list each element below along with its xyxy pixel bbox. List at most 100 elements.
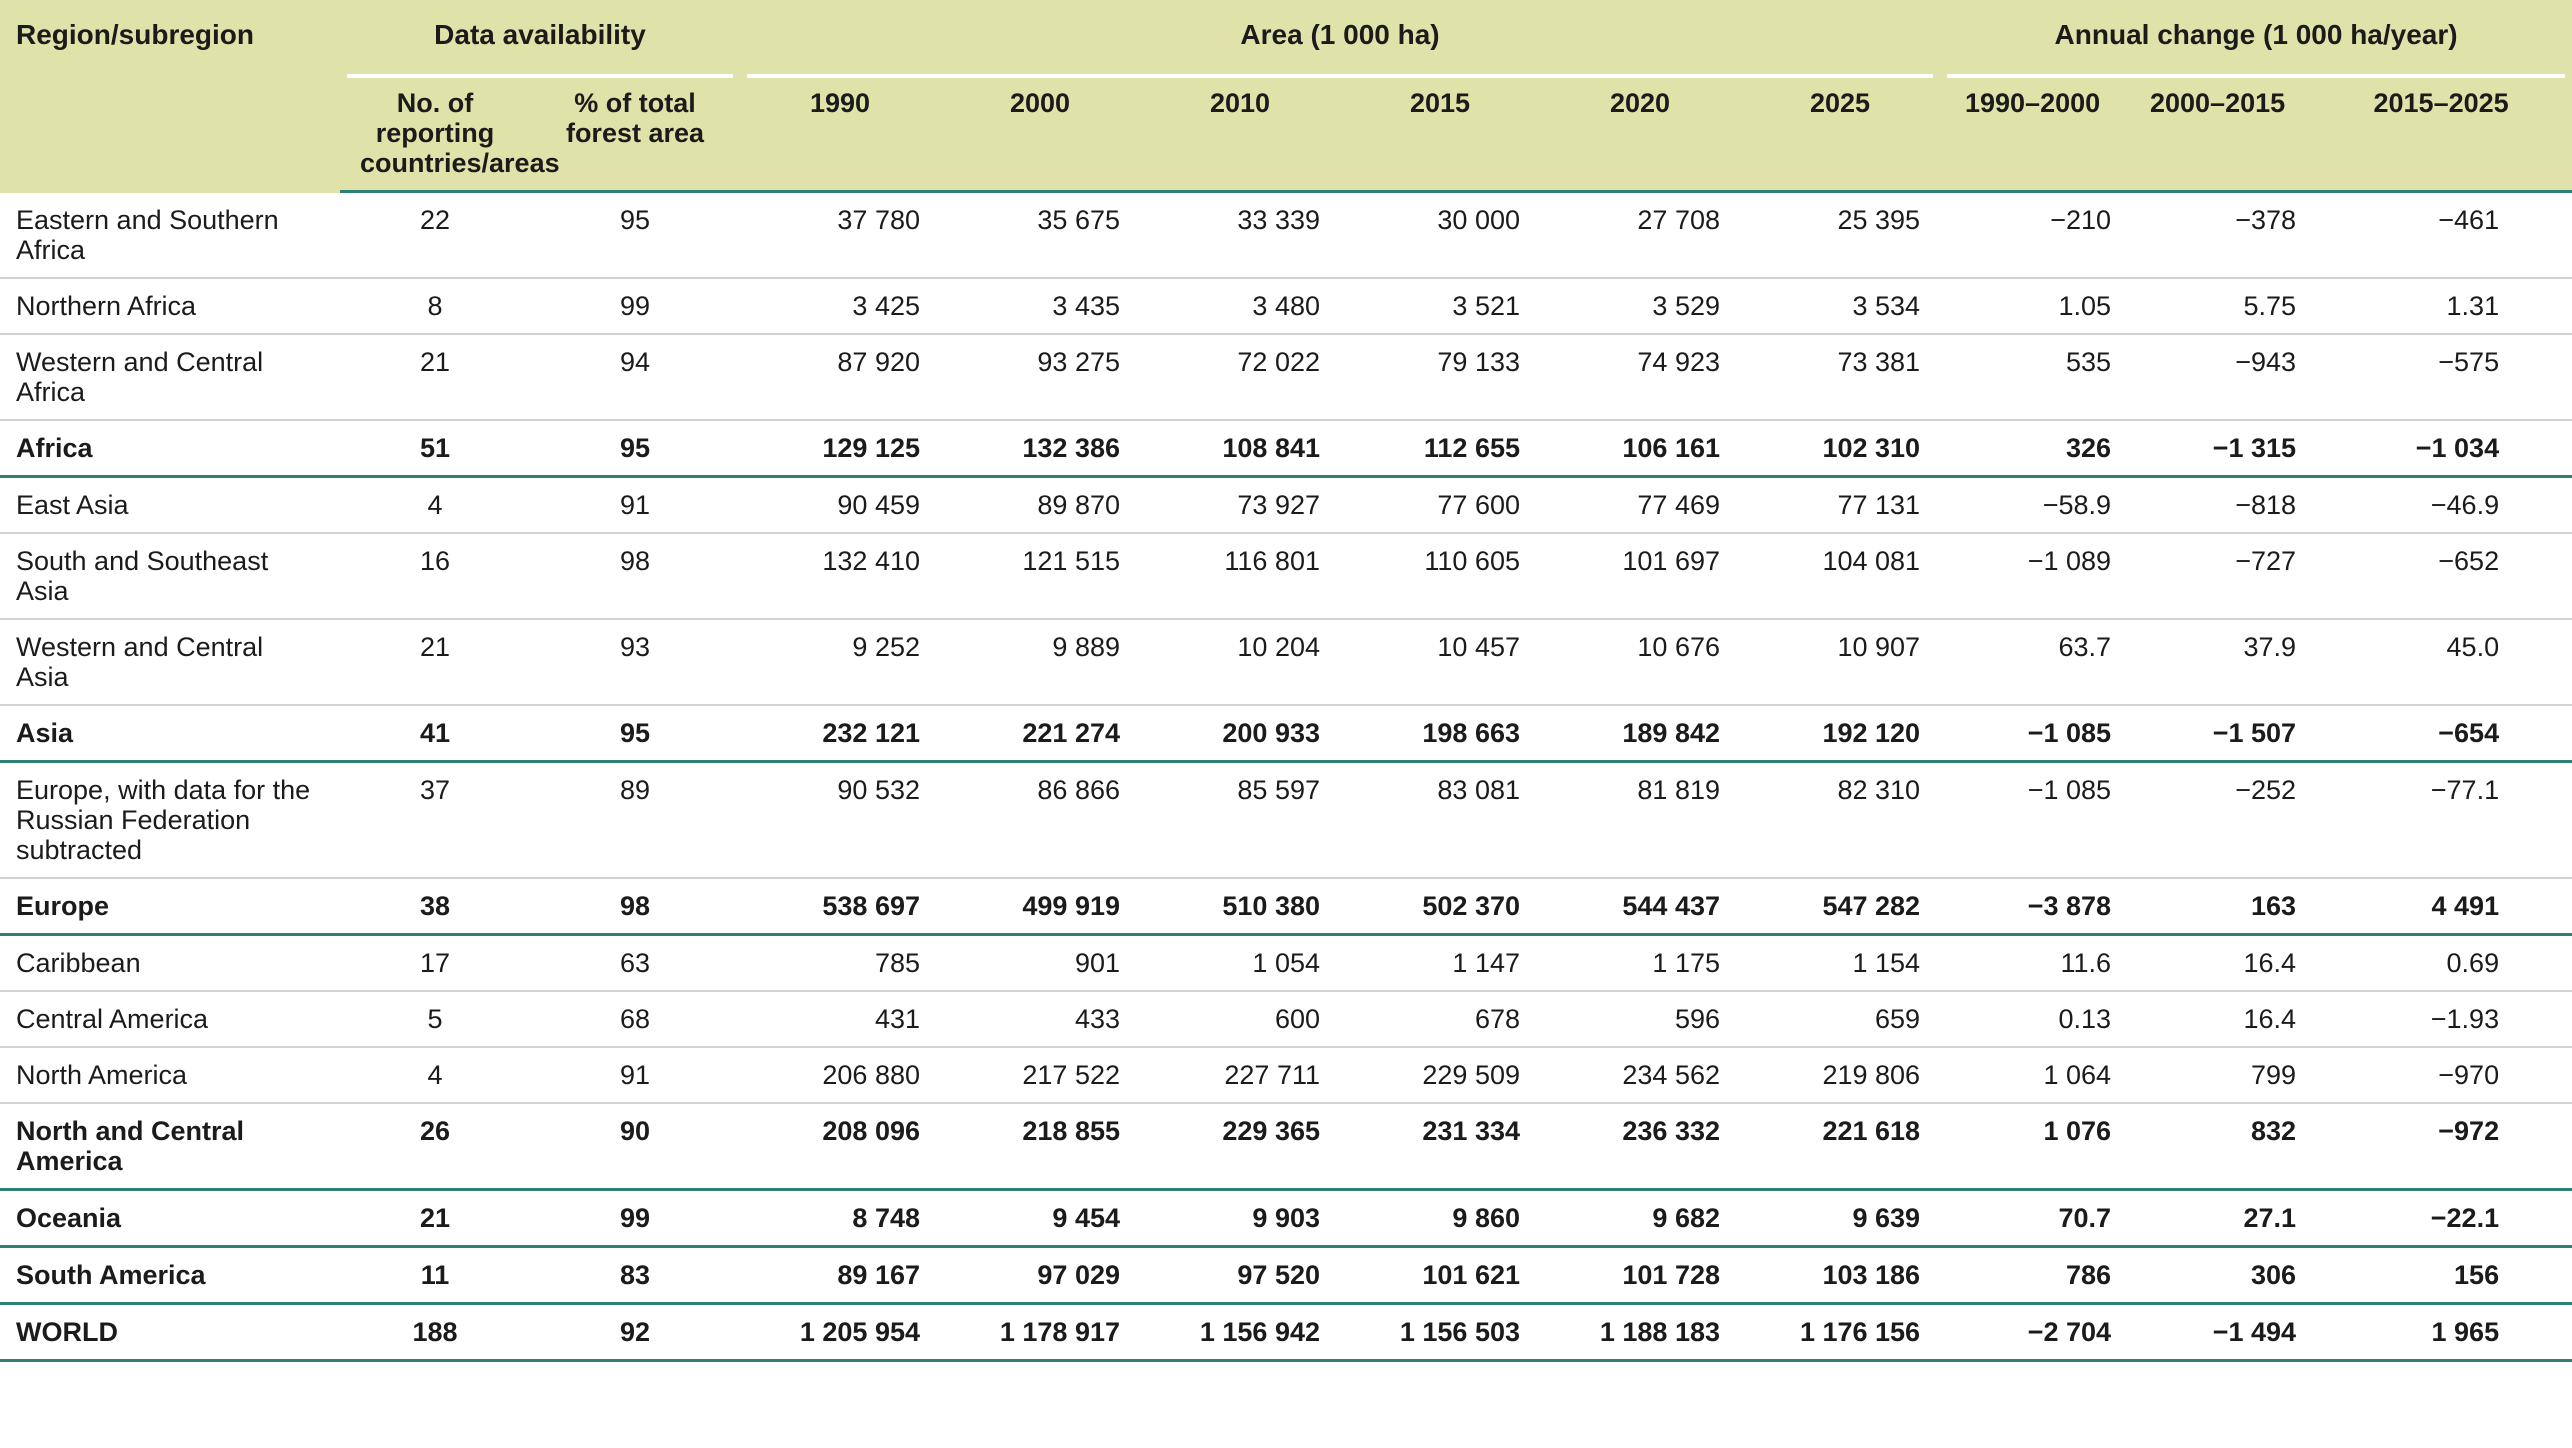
value-cell: 91	[530, 1048, 740, 1104]
value-cell: 99	[530, 279, 740, 335]
table-header: Region/subregion Data availability Area …	[0, 0, 2572, 193]
value-cell: 510 380	[1140, 879, 1340, 936]
region-cell: Europe, with data for the Russian Federa…	[0, 763, 340, 879]
value-cell: 9 682	[1540, 1191, 1740, 1248]
column-header-reporting-countries: No. of reporting countries/areas	[340, 78, 560, 193]
column-header-2015-2025: 2015–2025	[2310, 78, 2572, 193]
value-cell: 9 889	[940, 620, 1140, 706]
value-cell: −1.93	[2310, 992, 2572, 1048]
value-cell: −46.9	[2310, 478, 2572, 534]
value-cell: −461	[2310, 193, 2572, 279]
forest-area-table: Region/subregion Data availability Area …	[0, 0, 2572, 1362]
value-cell: 27 708	[1540, 193, 1740, 279]
value-cell: −972	[2310, 1104, 2572, 1191]
value-cell: 198 663	[1340, 706, 1540, 763]
column-header-label: No. of reporting countries/areas	[360, 88, 560, 178]
region-cell: North and Central America	[0, 1104, 340, 1191]
value-cell: 70.7	[1940, 1191, 2126, 1248]
value-cell: 499 919	[940, 879, 1140, 936]
value-cell: 4	[340, 1048, 530, 1104]
value-cell: 89 870	[940, 478, 1140, 534]
value-cell: 234 562	[1540, 1048, 1740, 1104]
region-cell: Western and Central Africa	[0, 335, 340, 421]
value-cell: 101 728	[1540, 1248, 1740, 1305]
table-row: WORLD 188 92 1 205 954 1 178 917 1 156 942 1 1…	[0, 1305, 2572, 1362]
value-cell: 11	[340, 1248, 530, 1305]
value-cell: 433	[940, 992, 1140, 1048]
value-cell: 30 000	[1340, 193, 1540, 279]
value-cell: 90	[530, 1104, 740, 1191]
table-row: Africa 51 95 129 125 132 386 108 841 112 655 10…	[0, 421, 2572, 478]
value-cell: 1 076	[1940, 1104, 2126, 1191]
value-cell: −1 494	[2125, 1305, 2311, 1362]
column-header-2010: 2010	[1140, 78, 1340, 193]
value-cell: 98	[530, 534, 740, 620]
value-cell: 600	[1140, 992, 1340, 1048]
value-cell: 227 711	[1140, 1048, 1340, 1104]
table-row: South and Southeast Asia 16 98 132 410 121 5…	[0, 534, 2572, 620]
table-row: South America 11 83 89 167 97 029 97 520 101 6…	[0, 1248, 2572, 1305]
value-cell: 38	[340, 879, 530, 936]
value-cell: 9 454	[940, 1191, 1140, 1248]
value-cell: 21	[340, 620, 530, 706]
column-header-2020: 2020	[1540, 78, 1740, 193]
value-cell: 77 600	[1340, 478, 1540, 534]
value-cell: 81 819	[1540, 763, 1740, 879]
value-cell: 217 522	[940, 1048, 1140, 1104]
value-cell: −2 704	[1940, 1305, 2126, 1362]
region-cell: WORLD	[0, 1305, 340, 1362]
value-cell: 72 022	[1140, 335, 1340, 421]
value-cell: 95	[530, 193, 740, 279]
group-header-annual-change: Annual change (1 000 ha/year)	[1940, 0, 2572, 78]
column-header-2000-2015: 2000–2015	[2125, 78, 2311, 193]
table-row: North America 4 91 206 880 217 522 227 711 229…	[0, 1048, 2572, 1104]
region-cell: South and Southeast Asia	[0, 534, 340, 620]
value-cell: 10 204	[1140, 620, 1340, 706]
value-cell: −3 878	[1940, 879, 2126, 936]
table-row: Western and Central Asia 21 93 9 252 9 889 10…	[0, 620, 2572, 706]
column-header-2000: 2000	[940, 78, 1140, 193]
value-cell: −727	[2125, 534, 2311, 620]
value-cell: 97 029	[940, 1248, 1140, 1305]
value-cell: 10 457	[1340, 620, 1540, 706]
value-cell: 538 697	[740, 879, 940, 936]
value-cell: 1 205 954	[740, 1305, 940, 1362]
value-cell: 4	[340, 478, 530, 534]
value-cell: 5	[340, 992, 530, 1048]
value-cell: 10 907	[1740, 620, 1941, 706]
group-header-row: Region/subregion Data availability Area …	[0, 0, 2572, 193]
value-cell: −1 089	[1940, 534, 2126, 620]
value-cell: 1 176 156	[1740, 1305, 1941, 1362]
column-header-region: Region/subregion	[0, 0, 340, 193]
value-cell: 9 860	[1340, 1191, 1540, 1248]
value-cell: 92	[530, 1305, 740, 1362]
value-cell: 101 621	[1340, 1248, 1540, 1305]
column-header-percent-forest-area: % of total forest area	[530, 78, 740, 193]
value-cell: 231 334	[1340, 1104, 1540, 1191]
value-cell: 799	[2125, 1048, 2311, 1104]
region-cell: Caribbean	[0, 936, 340, 992]
value-cell: 27.1	[2125, 1191, 2311, 1248]
value-cell: 90 459	[740, 478, 940, 534]
value-cell: 26	[340, 1104, 530, 1191]
region-cell: Central America	[0, 992, 340, 1048]
value-cell: 189 842	[1540, 706, 1740, 763]
value-cell: 45.0	[2310, 620, 2572, 706]
value-cell: 106 161	[1540, 421, 1740, 478]
value-cell: −818	[2125, 478, 2311, 534]
value-cell: 9 903	[1140, 1191, 1340, 1248]
value-cell: 41	[340, 706, 530, 763]
value-cell: 74 923	[1540, 335, 1740, 421]
value-cell: 16	[340, 534, 530, 620]
value-cell: 8	[340, 279, 530, 335]
table-row: Oceania 21 99 8 748 9 454 9 903 9 860 9 682 9 63…	[0, 1191, 2572, 1248]
table-row: Caribbean 17 63 785 901 1 054 1 147 1 175 1 154 1…	[0, 936, 2572, 992]
value-cell: 431	[740, 992, 940, 1048]
value-cell: 232 121	[740, 706, 940, 763]
value-cell: 5.75	[2125, 279, 2311, 335]
value-cell: 9 252	[740, 620, 940, 706]
value-cell: 110 605	[1340, 534, 1540, 620]
value-cell: 37 780	[740, 193, 940, 279]
value-cell: 219 806	[1740, 1048, 1941, 1104]
value-cell: 236 332	[1540, 1104, 1740, 1191]
